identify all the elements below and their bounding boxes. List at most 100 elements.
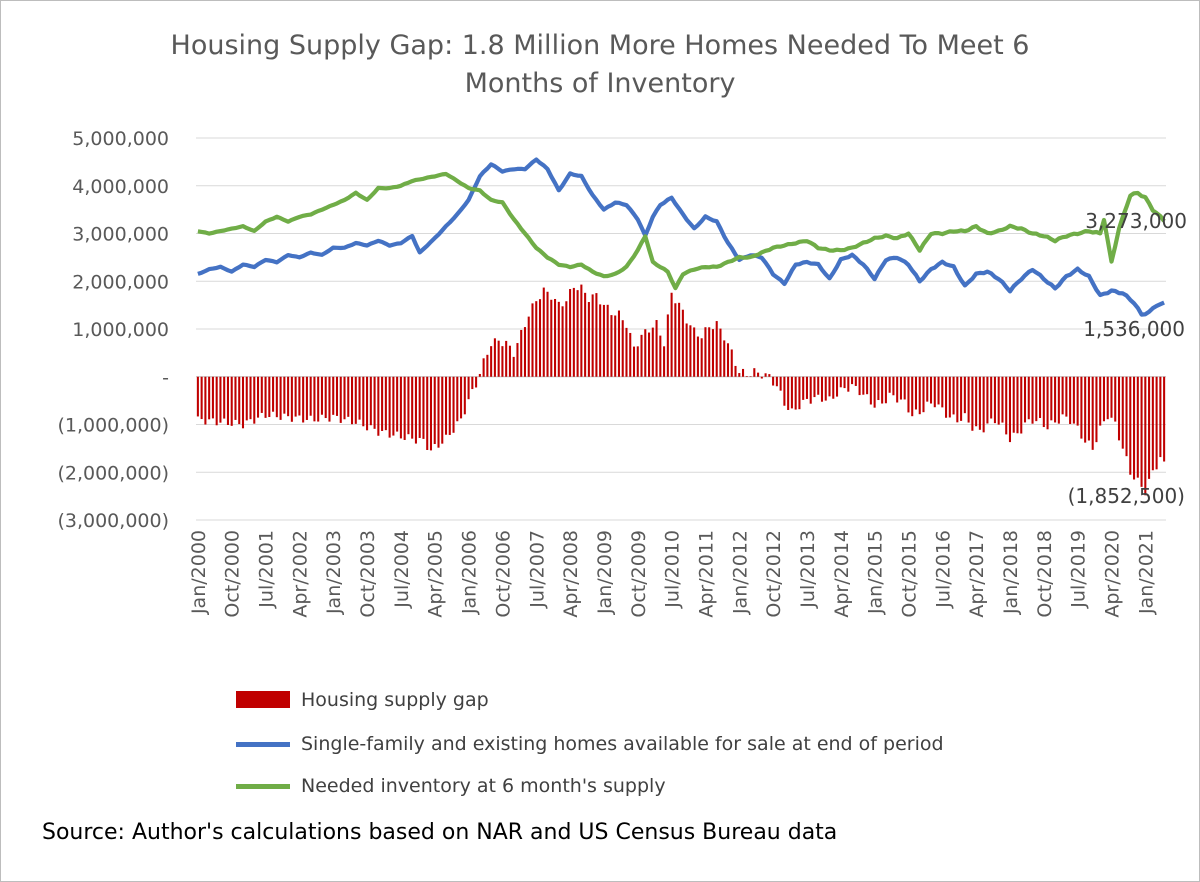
supply-gap-bar [527, 316, 530, 377]
supply-gap-bar [1061, 376, 1064, 415]
supply-gap-bar [1099, 376, 1102, 426]
supply-gap-bar [636, 346, 639, 377]
x-tick-label: Jul/2001 [256, 530, 278, 609]
supply-gap-bar [851, 376, 854, 385]
supply-gap-bar [456, 376, 459, 422]
supply-gap-bar [290, 376, 293, 422]
supply-gap-bar [471, 376, 474, 390]
supply-gap-bar [854, 376, 857, 386]
supply-gap-bar [967, 376, 970, 423]
supply-gap-bar [241, 376, 245, 429]
supply-gap-bar [343, 376, 346, 420]
supply-gap-bar [1020, 376, 1023, 434]
supply-gap-bar [768, 374, 771, 377]
supply-gap-bar [565, 301, 568, 377]
supply-gap-bar [467, 376, 470, 400]
x-tick-label: Jan/2003 [323, 530, 345, 615]
supply-gap-bar [1110, 376, 1113, 418]
x-tick-label: Jan/2009 [594, 530, 616, 615]
x-tick-label: Jul/2019 [1068, 530, 1090, 609]
y-tick-label: (3,000,000) [57, 510, 169, 532]
supply-gap-bar [1129, 376, 1132, 475]
supply-gap-bar [1016, 376, 1019, 434]
x-tick-label: Apr/2005 [425, 530, 447, 618]
supply-gap-bar [437, 376, 440, 448]
x-tick-label: Jan/2018 [1000, 530, 1022, 615]
x-tick-label: Oct/2009 [628, 530, 650, 618]
supply-gap-bar [1106, 376, 1109, 420]
supply-gap-bar [952, 376, 955, 415]
supply-gap-bar [441, 376, 444, 444]
supply-gap-bar [726, 343, 730, 377]
supply-gap-bar [1080, 376, 1083, 439]
supply-gap-bar [1140, 376, 1143, 487]
legend-label: Single-family and existing homes availab… [301, 733, 944, 755]
supply-gap-bar [279, 376, 282, 420]
supply-gap-bar [869, 376, 872, 405]
supply-gap-bar [978, 376, 981, 430]
supply-gap-bar [358, 376, 361, 420]
supply-gap-bar [1151, 376, 1154, 471]
supply-gap-bar [805, 376, 808, 399]
available-homes-line [197, 157, 1165, 317]
supply-gap-bar [896, 376, 899, 403]
supply-gap-bar [971, 376, 974, 431]
supply-gap-bar [463, 376, 466, 415]
supply-gap-bar [757, 372, 760, 377]
supply-gap-bar [569, 289, 572, 377]
supply-gap-bar [561, 306, 564, 377]
supply-gap-bar [275, 376, 278, 418]
supply-gap-bar [937, 376, 940, 405]
x-tick-label: Jan/2000 [188, 530, 210, 615]
supply-gap-bar [802, 376, 805, 400]
supply-gap-bar [272, 376, 275, 412]
supply-gap-bar [542, 287, 545, 377]
supply-gap-bar [1072, 376, 1075, 424]
supply-gap-bar [572, 287, 575, 377]
supply-gap-bar [418, 376, 421, 438]
x-tick-label: Jul/2013 [797, 530, 819, 609]
supply-gap-bar [922, 376, 925, 413]
supply-gap-bar [817, 376, 820, 395]
supply-gap-bar [948, 376, 951, 418]
supply-gap-bar [287, 376, 290, 417]
supply-gap-bar [302, 376, 305, 423]
supply-gap-bar [911, 376, 914, 417]
x-tick-label: Jul/2016 [932, 530, 954, 609]
chart-title-line-1: Housing Supply Gap: 1.8 Million More Hom… [170, 30, 1030, 61]
supply-gap-bar [429, 376, 433, 451]
supply-gap-bar [941, 376, 944, 408]
supply-gap-bar [704, 327, 707, 377]
supply-gap-bar [501, 346, 504, 377]
supply-gap-bar [764, 373, 767, 377]
series-end-label: (1,852,500) [1068, 484, 1185, 508]
series-lines [197, 157, 1166, 317]
supply-gap-bar [535, 301, 538, 377]
supply-gap-bar [403, 376, 406, 440]
supply-gap-bar [843, 376, 846, 389]
supply-gap-bar [790, 376, 793, 409]
chart-title-line-2: Months of Inventory [464, 68, 736, 99]
x-tick-label: Jul/2004 [391, 530, 413, 609]
supply-gap-bar [392, 376, 395, 436]
supply-gap-bar [884, 376, 887, 404]
supply-gap-bar [354, 376, 357, 424]
supply-gap-bar [249, 376, 252, 420]
supply-gap-bar [1050, 376, 1053, 421]
supply-gap-bar [215, 376, 218, 426]
x-tick-label: Jul/2010 [662, 530, 684, 609]
supply-gap-bar [820, 376, 824, 402]
y-tick-label: (2,000,000) [57, 462, 169, 484]
supply-gap-bar [903, 376, 906, 400]
supply-gap-bar [918, 376, 921, 415]
x-axis: Jan/2000 Oct/2000 Jul/2001 Apr/2002 Jan/2003… [188, 519, 1166, 618]
supply-gap-bar [798, 376, 801, 410]
supply-gap-bar [373, 376, 376, 429]
supply-gap-bar [990, 376, 993, 419]
supply-gap-bar [877, 376, 880, 401]
supply-gap-bar [839, 376, 842, 388]
source-note: Source: Author's calculations based on N… [42, 820, 838, 845]
supply-gap-bar [253, 376, 256, 424]
supply-gap-bar [599, 304, 602, 377]
